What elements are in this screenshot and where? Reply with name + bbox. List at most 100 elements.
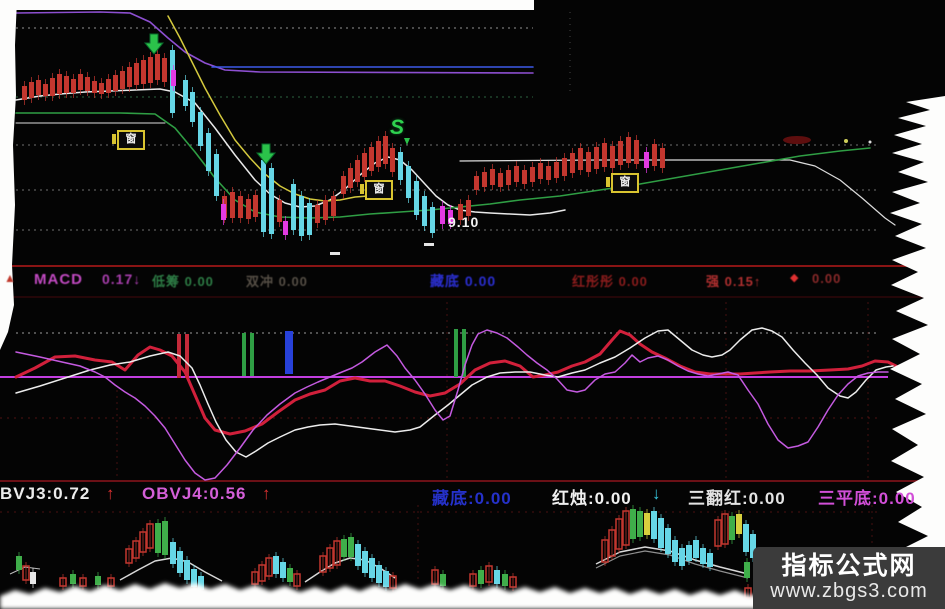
- oscillator-line-white: [15, 327, 894, 458]
- candle: [246, 199, 251, 219]
- candle: [299, 196, 304, 236]
- candle: [721, 513, 729, 545]
- candle: [95, 576, 101, 585]
- candle: [750, 534, 756, 558]
- candle: [594, 147, 599, 169]
- candle: [132, 540, 140, 559]
- candle: [362, 153, 367, 177]
- candle: [79, 577, 87, 587]
- candle: [198, 112, 203, 146]
- candle: [277, 200, 282, 222]
- ma-line-ma-arc-3b: [595, 550, 749, 579]
- candle: [273, 556, 279, 574]
- candle: [660, 148, 665, 168]
- candle: [265, 557, 273, 577]
- candle: [57, 74, 62, 94]
- indicator-bar: [462, 329, 466, 377]
- candle: [127, 67, 132, 87]
- indicator-bar: [285, 331, 293, 374]
- candle: [608, 529, 616, 557]
- candle: [440, 574, 446, 586]
- candle: [269, 168, 274, 234]
- candle: [155, 523, 161, 553]
- candle: [106, 79, 111, 93]
- watermark-badge: 指标公式网 www.zbgs3.com: [753, 547, 945, 609]
- candle: [482, 172, 487, 187]
- candle: [744, 562, 750, 578]
- green-down-arrow-icon: [143, 33, 165, 55]
- candle: [369, 558, 375, 578]
- candle: [191, 569, 197, 587]
- candle: [369, 147, 374, 171]
- candle: [578, 148, 583, 170]
- candle: [333, 540, 341, 566]
- candle: [59, 577, 67, 587]
- candle: [478, 570, 484, 584]
- left-white-edge: [0, 0, 17, 350]
- watermark-site-url: www.zbgs3.com: [770, 580, 928, 603]
- candle: [498, 173, 503, 187]
- candle: [280, 562, 286, 578]
- candle: [644, 152, 649, 168]
- candle: [658, 518, 664, 548]
- candle: [43, 84, 48, 96]
- candle: [729, 516, 735, 540]
- indicator-bar: [250, 333, 254, 376]
- candle: [736, 514, 742, 534]
- candle: [362, 551, 368, 573]
- candle: [679, 548, 685, 566]
- candle: [315, 205, 320, 223]
- green-small-arrow-icon: [404, 138, 410, 145]
- candle: [644, 513, 650, 535]
- candle: [162, 58, 167, 82]
- watermark-site-name: 指标公式网: [781, 551, 917, 580]
- candle: [355, 544, 361, 566]
- candle: [16, 556, 22, 570]
- candle: [522, 170, 527, 184]
- candle: [506, 170, 511, 185]
- candle: [184, 560, 190, 580]
- candle: [120, 71, 125, 89]
- right-torn-edge: [890, 96, 945, 554]
- ma-line-yellow-ma: [167, 15, 369, 202]
- window-signal-marker: 窗: [112, 130, 145, 150]
- window-signal-marker: 窗: [606, 173, 639, 193]
- candle: [341, 539, 347, 557]
- candle: [618, 141, 623, 165]
- candle: [206, 133, 211, 171]
- candle: [22, 565, 30, 581]
- candle: [155, 54, 160, 80]
- main-candlestick-panel: [0, 11, 945, 482]
- price-label: 9.10: [448, 214, 480, 230]
- candle: [319, 555, 327, 573]
- candle: [652, 144, 657, 166]
- candle: [474, 176, 479, 190]
- candle: [190, 92, 195, 122]
- macd-oscillator-panel: [0, 302, 898, 481]
- candle: [198, 576, 204, 590]
- candle: [258, 564, 266, 582]
- candle: [398, 152, 403, 180]
- candle: [291, 184, 296, 230]
- candle: [634, 140, 639, 164]
- candle: [601, 539, 609, 563]
- bottom-torn-edge: [0, 583, 945, 609]
- candle: [293, 573, 301, 587]
- candle: [490, 169, 495, 185]
- candle: [92, 81, 97, 93]
- candle: [171, 70, 176, 86]
- candle: [665, 528, 671, 554]
- candle: [389, 575, 397, 589]
- candle: [348, 168, 353, 188]
- indicator-bar: [242, 333, 246, 376]
- window-signal-marker: 窗: [360, 180, 393, 200]
- candle: [323, 200, 328, 220]
- candle: [651, 511, 657, 539]
- indicator-bar: [185, 334, 189, 378]
- candle: [70, 574, 76, 584]
- candle: [538, 163, 543, 179]
- candle: [177, 551, 183, 573]
